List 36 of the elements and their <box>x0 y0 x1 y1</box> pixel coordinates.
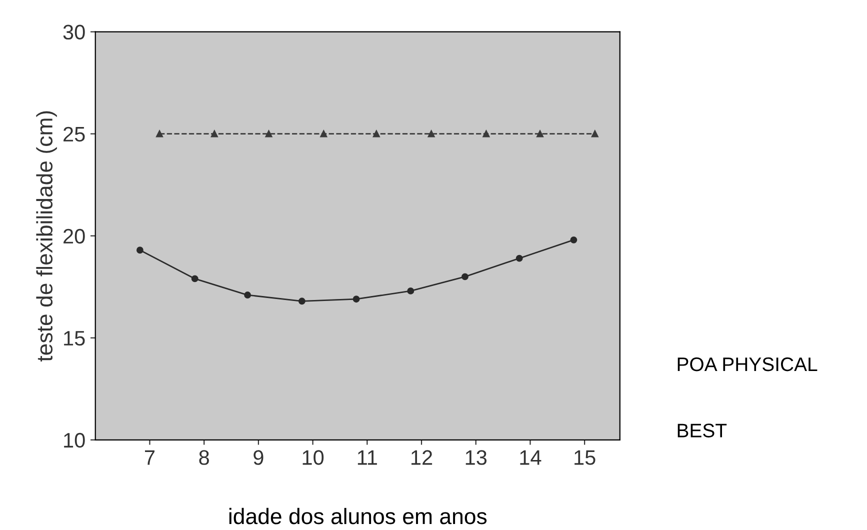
x-tick-label: 13 <box>466 450 487 465</box>
point <box>462 273 468 280</box>
point <box>516 254 523 262</box>
point <box>156 130 163 138</box>
point <box>591 130 598 138</box>
text: BEST <box>678 424 727 438</box>
y-tick-label: 15 <box>64 331 85 346</box>
point <box>536 130 544 138</box>
point <box>210 130 218 138</box>
y-tick-label: 20 <box>64 228 85 244</box>
y-tick-label: 30 <box>63 24 85 40</box>
point <box>407 287 414 294</box>
point <box>136 246 144 254</box>
point <box>372 130 380 138</box>
point <box>352 296 360 303</box>
point <box>244 292 252 298</box>
x-tick-label: 11 <box>358 450 377 465</box>
x-tick-label: 10 <box>302 450 324 465</box>
x-tick-label: 12 <box>412 450 432 465</box>
point <box>320 130 328 138</box>
point <box>428 130 435 138</box>
x-tick-label: 7 <box>145 450 154 465</box>
x-tick-label: 9 <box>254 450 264 465</box>
x-tick-label: 14 <box>520 450 542 465</box>
x-tick-label: 15 <box>574 450 596 465</box>
x-axis-title: idade dos alunos em anos <box>229 508 487 524</box>
text: POA PHYSICAL <box>678 357 818 372</box>
y-tick-label: 25 <box>64 126 85 142</box>
point <box>191 275 198 282</box>
point <box>482 130 490 138</box>
y-tick-label: 10 <box>64 432 85 448</box>
x-tick-label: 8 <box>199 450 209 465</box>
point <box>570 236 578 244</box>
point <box>265 130 272 138</box>
y-axis-title: teste de flexibilidade (cm) <box>36 111 57 362</box>
point <box>298 298 306 305</box>
